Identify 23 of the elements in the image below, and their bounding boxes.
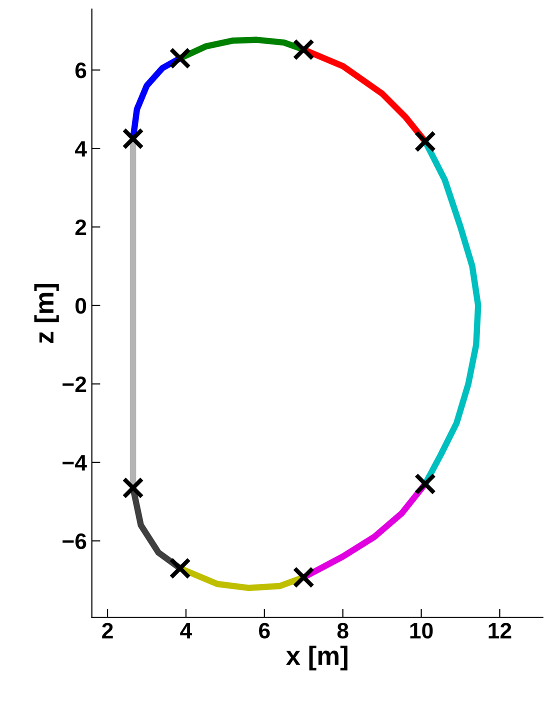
x-tick-label: 8	[337, 622, 348, 639]
y-axis-title: z [m]	[34, 284, 59, 344]
x-tick-label: 10	[410, 622, 433, 639]
x-tick-label: 6	[259, 622, 270, 639]
y-tick-label: −4	[62, 455, 87, 470]
x-tick-label: 2	[102, 622, 113, 638]
point	[122, 477, 144, 499]
y-tick-label: 4	[74, 141, 87, 157]
y-tick-label: 0	[76, 298, 86, 314]
y-tick-label: −6	[62, 533, 86, 550]
point	[169, 47, 191, 70]
y-tick-label: 6	[75, 62, 86, 78]
x-tick-label: 4	[180, 623, 192, 638]
point	[169, 557, 191, 580]
y-tick-label: 2	[75, 220, 86, 236]
point	[122, 128, 144, 150]
x-tick-label: 12	[488, 622, 512, 638]
point	[292, 566, 314, 588]
point	[414, 473, 436, 495]
point	[292, 38, 314, 60]
y-tick-label: −2	[62, 376, 86, 392]
x-axis-title: x [m]	[286, 646, 348, 670]
point	[414, 130, 436, 152]
